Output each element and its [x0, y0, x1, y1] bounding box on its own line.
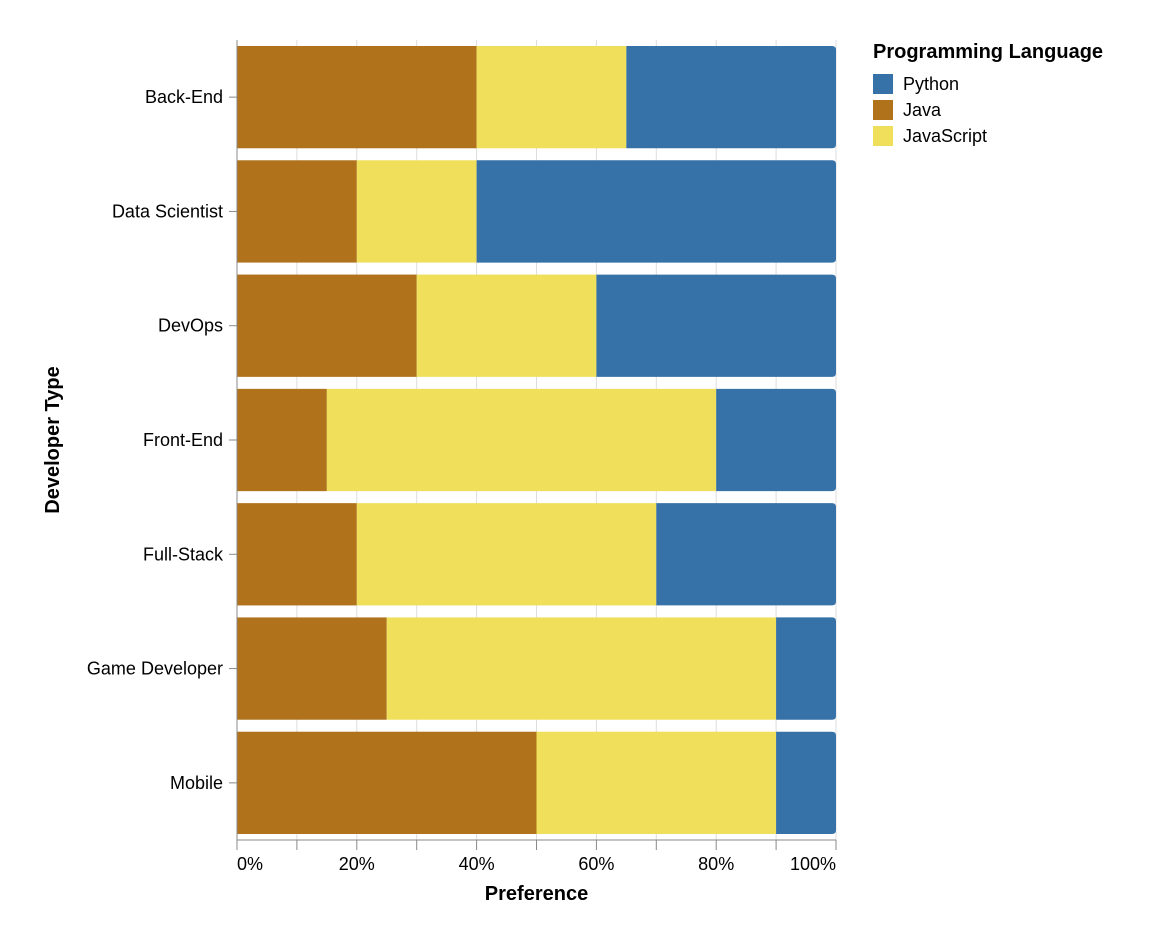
- y-tick-label: Back-End: [145, 87, 223, 107]
- y-axis-title: Developer Type: [42, 366, 64, 513]
- legend-label-javascript: JavaScript: [903, 126, 987, 146]
- bar-python-back-end: [626, 46, 836, 149]
- y-tick-label: Full-Stack: [143, 544, 224, 564]
- bar-java-devops: [237, 274, 417, 377]
- bar-javascript-game-developer: [386, 617, 777, 720]
- bar-java-data-scientist: [237, 160, 357, 263]
- legend-label-python: Python: [903, 74, 959, 94]
- y-tick-label: Front-End: [143, 430, 223, 450]
- bar-java-game-developer: [237, 617, 387, 720]
- bar-java-front-end: [237, 388, 327, 492]
- bar-javascript-devops: [416, 274, 597, 377]
- axes: Back-End Data Scientist DevOps Front-End Ful…: [87, 40, 837, 874]
- bar-python-data-scientist: [476, 160, 836, 263]
- bar-python-full-stack: [656, 503, 836, 606]
- y-tick-label: Data Scientist: [112, 201, 223, 221]
- x-axis-title: Preference: [485, 883, 588, 905]
- bar-javascript-back-end: [476, 46, 627, 149]
- x-tick-label: 20%: [339, 854, 375, 874]
- bar-javascript-front-end: [326, 388, 717, 492]
- legend-label-java: Java: [903, 100, 942, 120]
- bar-python-front-end: [716, 388, 836, 492]
- bar-python-game-developer: [776, 617, 836, 720]
- legend: Programming Language Python Java JavaScrip…: [873, 41, 1103, 146]
- legend-title: Programming Language: [873, 41, 1103, 63]
- legend-swatch-java: [873, 100, 893, 120]
- x-tick-label: 0%: [237, 854, 263, 874]
- legend-swatch-python: [873, 74, 893, 94]
- bar-java-mobile: [237, 731, 537, 834]
- bar-java-back-end: [237, 46, 477, 149]
- bar-javascript-full-stack: [356, 503, 657, 606]
- x-tick-label: 40%: [459, 854, 495, 874]
- x-tick-label: 80%: [698, 854, 734, 874]
- bar-java-full-stack: [237, 503, 357, 606]
- x-tick-label: 60%: [578, 854, 614, 874]
- bars: [237, 46, 836, 834]
- legend-swatch-javascript: [873, 126, 893, 146]
- bar-python-devops: [596, 274, 836, 377]
- bar-javascript-mobile: [536, 731, 777, 834]
- y-tick-label: Game Developer: [87, 659, 223, 679]
- y-tick-label: Mobile: [170, 773, 223, 793]
- bar-javascript-data-scientist: [356, 160, 477, 263]
- bar-python-mobile: [776, 731, 836, 834]
- x-tick-label: 100%: [790, 854, 836, 874]
- y-tick-label: DevOps: [158, 316, 223, 336]
